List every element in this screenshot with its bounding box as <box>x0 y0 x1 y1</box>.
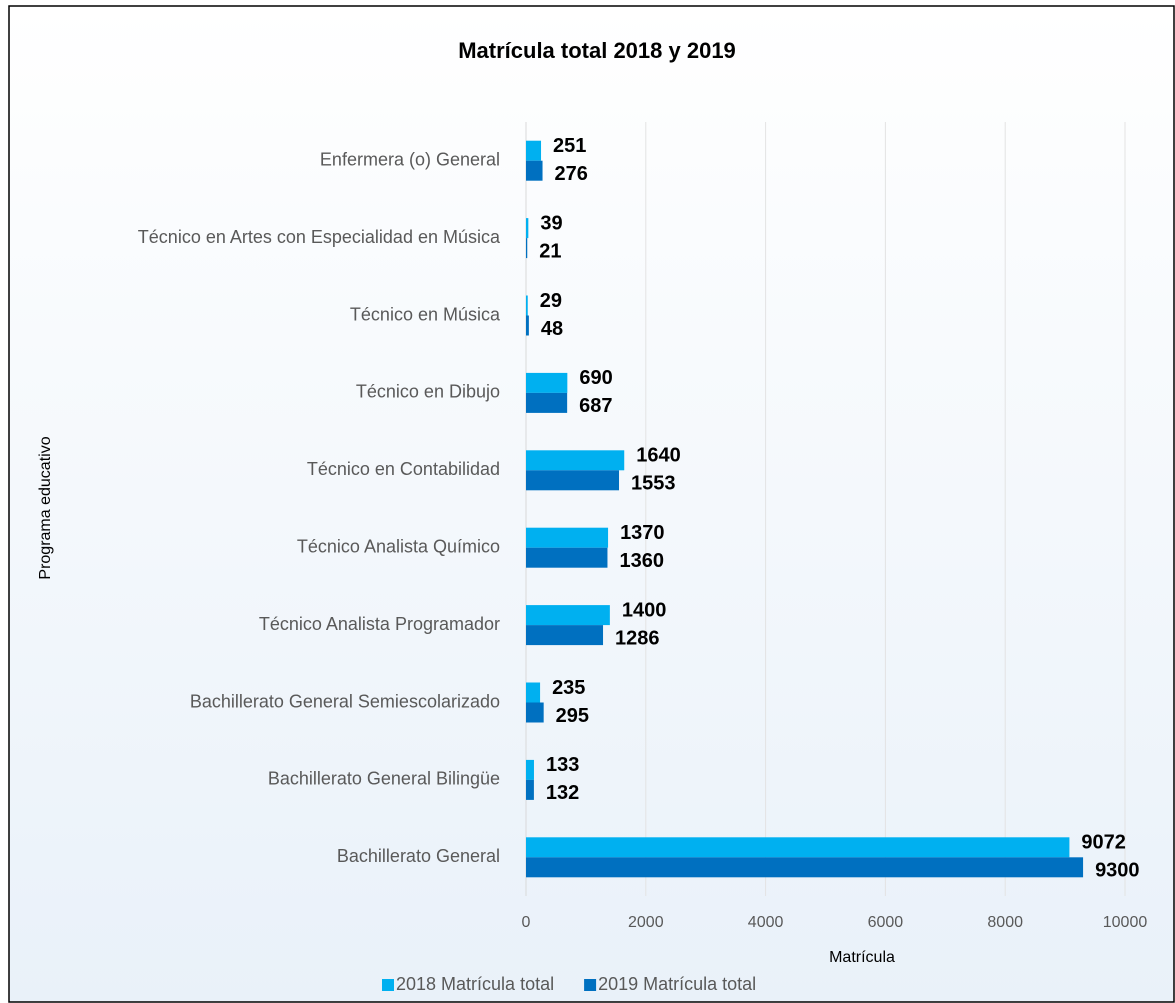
data-label: 1400 <box>622 599 667 621</box>
bar <box>526 238 528 259</box>
data-label: 132 <box>546 782 579 804</box>
x-axis-title: Matrícula <box>829 949 895 966</box>
bar <box>526 295 528 316</box>
data-label: 1286 <box>615 627 660 649</box>
y-tick-label: Bachillerato General Bilingüe <box>268 769 500 789</box>
y-tick-label: Técnico en Música <box>350 304 501 324</box>
bar <box>526 392 568 413</box>
x-tick-label: 0 <box>522 914 531 931</box>
y-tick-label: Técnico Analista Programador <box>259 614 500 634</box>
data-label: 1553 <box>631 473 676 495</box>
legend-swatch <box>382 979 394 991</box>
bar <box>526 450 625 471</box>
data-label: 133 <box>546 754 579 776</box>
bar <box>526 315 529 336</box>
bar <box>526 527 609 548</box>
data-label: 1370 <box>620 522 665 544</box>
bar <box>526 160 543 181</box>
data-label: 690 <box>579 367 612 389</box>
bar <box>526 140 542 161</box>
y-axis-title: Programa educativo <box>37 436 54 579</box>
y-tick-label: Técnico en Artes con Especialidad en Mús… <box>138 227 501 247</box>
legend-label: 2018 Matrícula total <box>396 974 554 994</box>
y-tick-label: Bachillerato General Semiescolarizado <box>190 691 500 711</box>
bar <box>526 372 568 393</box>
data-label: 1360 <box>619 550 664 572</box>
data-label: 9300 <box>1095 860 1140 882</box>
bar <box>526 779 534 800</box>
chart-frame <box>8 5 1175 1003</box>
y-tick-label: Técnico en Dibujo <box>356 382 500 402</box>
bar <box>526 702 544 723</box>
x-tick-label: 4000 <box>748 914 784 931</box>
bar <box>526 857 1084 878</box>
legend-label: 2019 Matrícula total <box>598 974 756 994</box>
data-label: 48 <box>541 318 563 340</box>
data-label: 235 <box>552 677 585 699</box>
bar <box>526 218 529 239</box>
x-tick-label: 6000 <box>868 914 904 931</box>
data-label: 39 <box>540 212 562 234</box>
bar <box>526 625 604 646</box>
x-tick-label: 10000 <box>1103 914 1148 931</box>
data-label: 276 <box>555 163 588 185</box>
bar <box>526 470 620 491</box>
chart-title: Matrícula total 2018 y 2019 <box>458 38 736 63</box>
y-tick-label: Técnico en Contabilidad <box>307 459 500 479</box>
legend-swatch <box>584 979 597 991</box>
bar <box>526 605 610 626</box>
bar <box>526 682 541 703</box>
bar <box>526 837 1070 858</box>
data-label: 1640 <box>636 445 681 467</box>
bar <box>526 759 534 780</box>
bar <box>526 547 608 568</box>
y-tick-label: Bachillerato General <box>337 846 500 866</box>
data-label: 9072 <box>1081 832 1126 854</box>
x-tick-label: 8000 <box>987 914 1023 931</box>
data-label: 687 <box>579 395 612 417</box>
data-label: 21 <box>539 240 561 262</box>
y-tick-label: Técnico Analista Químico <box>297 536 500 556</box>
x-tick-label: 2000 <box>628 914 664 931</box>
data-label: 29 <box>540 290 562 312</box>
y-tick-label: Enfermera (o) General <box>320 149 500 169</box>
data-label: 295 <box>556 705 589 727</box>
data-label: 251 <box>553 135 586 157</box>
